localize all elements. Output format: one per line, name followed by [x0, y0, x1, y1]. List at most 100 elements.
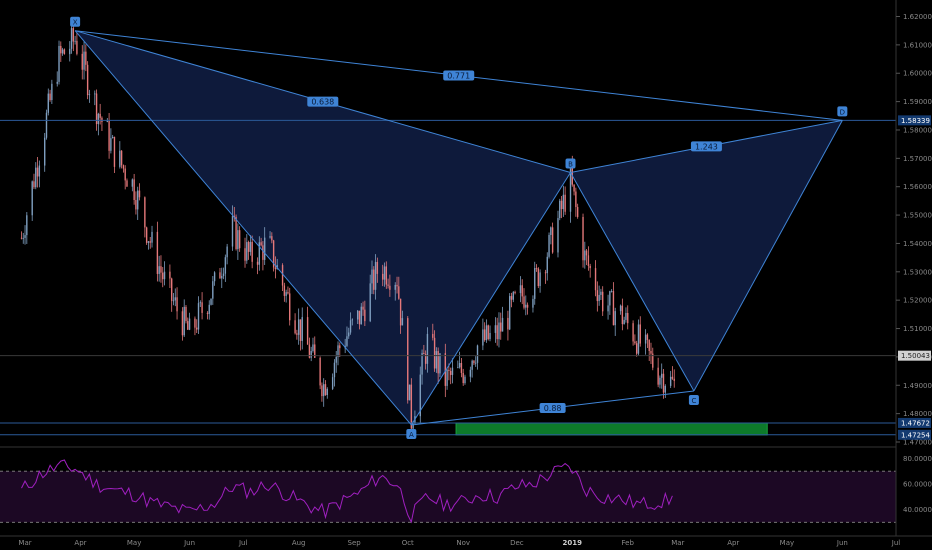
candle-body [339, 345, 341, 349]
candle-body [475, 362, 477, 364]
rsi-tick-label: 40.0000 [903, 506, 932, 514]
candle-body [260, 242, 262, 246]
harmonic-pattern-fill [75, 30, 843, 425]
candle-body [61, 49, 64, 54]
rsi-tick-label: 80.0000 [903, 455, 932, 463]
candle-body [237, 230, 239, 250]
point-label-b: B [568, 161, 573, 169]
pattern-line[interactable] [410, 172, 571, 426]
rsi-axis[interactable]: 80.0000 60.0000 40.0000 [903, 455, 932, 514]
candle-body [88, 94, 91, 96]
candle-body [671, 376, 674, 379]
candle-body [287, 292, 289, 294]
candle-body [469, 369, 472, 377]
candle-body [126, 180, 128, 187]
candle-body [94, 93, 96, 95]
candle-body [509, 296, 511, 330]
candle-body [258, 242, 261, 265]
candle-body [410, 384, 413, 429]
price-tick-label: 1.48000 [903, 410, 932, 418]
candle-body [138, 190, 141, 198]
candle-body [194, 318, 196, 328]
candle-body [594, 268, 597, 291]
point-label-x: X [73, 19, 78, 27]
candle-body [321, 385, 323, 397]
xab-triangle [75, 30, 571, 425]
candle-body [532, 298, 534, 308]
candle-body [662, 373, 665, 393]
candle-body [69, 48, 71, 55]
candle-body [408, 384, 411, 401]
price-tick-label: 1.49000 [903, 382, 932, 390]
candle-body [582, 216, 584, 261]
candle-body [319, 357, 321, 386]
candle-body [659, 377, 661, 385]
candle-body [233, 216, 235, 217]
time-tick-label: Jul [891, 539, 901, 547]
candle-body [274, 267, 277, 270]
ratio-label: 0.771 [447, 72, 470, 81]
candle-body [122, 165, 125, 169]
time-tick-label: Sep [348, 539, 362, 547]
candle-body [185, 306, 187, 322]
candle-body [439, 353, 441, 374]
candle-body [351, 319, 354, 321]
candle-body [489, 332, 491, 340]
point-label-c: C [691, 397, 696, 405]
candle-body [639, 324, 641, 344]
candle-body [86, 64, 89, 96]
candle-body [208, 304, 210, 314]
candle-body [369, 283, 371, 322]
pattern-line[interactable] [570, 172, 695, 392]
harmonic-pattern-lines[interactable] [74, 30, 843, 426]
pattern-line[interactable] [74, 30, 412, 426]
candle-body [35, 167, 37, 188]
candle-body [170, 278, 173, 301]
candle-body [376, 261, 379, 274]
pattern-line[interactable] [693, 120, 843, 392]
candle-body [435, 351, 438, 369]
candle-body [382, 273, 384, 280]
time-axis[interactable]: Mar Apr May Jun Jul Aug Sep Oct Nov Dec 2019 Feb Mar… [18, 539, 900, 547]
candle-body [247, 242, 250, 252]
candle-body [460, 363, 463, 373]
candle-body [482, 329, 484, 346]
candle-body [187, 321, 189, 330]
candle-body [172, 300, 175, 302]
candle-body [238, 230, 241, 249]
candle-body [144, 197, 146, 228]
candle-body [349, 320, 352, 333]
candle-body [337, 345, 339, 357]
candle-body [49, 93, 51, 101]
candle-body [585, 250, 588, 256]
candle-body [635, 343, 638, 354]
candle-body [483, 329, 486, 341]
candle-body [426, 333, 429, 364]
candle-body [213, 272, 216, 282]
price-axis[interactable]: 1.62000 1.61000 1.60000 1.59000 1.58000 1.570… [896, 13, 932, 447]
candle-body [324, 384, 327, 395]
ratio-label: 0.638 [311, 98, 334, 107]
candle-body [331, 377, 334, 389]
rsi-tick-label: 60.0000 [903, 480, 932, 488]
candle-body [231, 216, 234, 247]
time-tick-label: Jun [183, 539, 195, 547]
candle-body [246, 242, 248, 261]
price-tags: 1.58339 1.50043 1.47672 1.47254 [898, 115, 931, 440]
price-tag-badge [898, 115, 931, 126]
candle-body [421, 352, 423, 375]
candle-body [36, 167, 39, 177]
candle-body [387, 284, 389, 286]
candle-body [661, 373, 663, 378]
point-badge [565, 158, 576, 169]
candle-body [424, 354, 427, 364]
candle-body [206, 312, 209, 314]
candle-body [60, 45, 62, 54]
candle-body [623, 319, 625, 325]
candle-body [323, 384, 325, 397]
point-labels: X A B C D [70, 16, 848, 439]
candle-body [63, 49, 66, 55]
candle-body [47, 93, 49, 113]
candle-body [619, 305, 622, 312]
